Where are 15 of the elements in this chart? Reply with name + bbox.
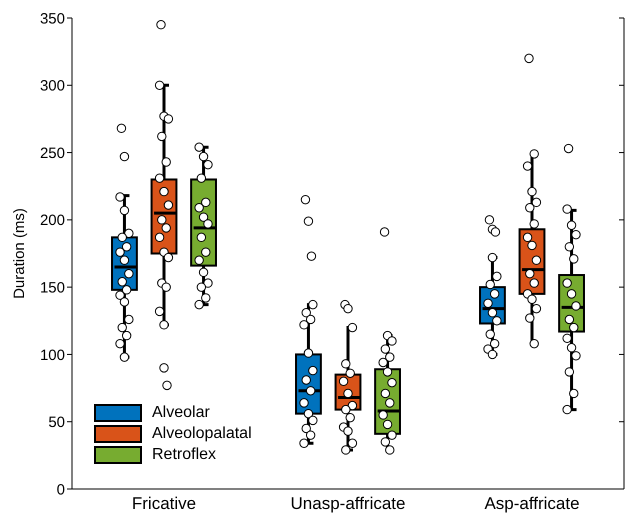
y-tick-label: 100	[40, 346, 65, 364]
y-tick-label: 150	[40, 279, 65, 296]
legend-label: Retroflex	[152, 445, 216, 465]
x-tick-label: Unasp-affricate	[290, 494, 406, 514]
y-tick-label: 0	[56, 481, 65, 498]
legend-label: Alveolopalatal	[152, 424, 252, 444]
y-tick-label: 250	[40, 144, 65, 162]
y-tick-label: 50	[48, 414, 65, 432]
y-axis-title: Duration (ms)	[11, 208, 28, 299]
legend-label: Alveolar	[152, 403, 210, 423]
y-tick-label: 350	[40, 10, 65, 28]
y-tick-label: 300	[40, 78, 65, 95]
x-tick-label: Fricative	[132, 494, 196, 514]
y-tick-label: 200	[40, 212, 65, 230]
x-tick-label: Asp-affricate	[484, 494, 580, 514]
